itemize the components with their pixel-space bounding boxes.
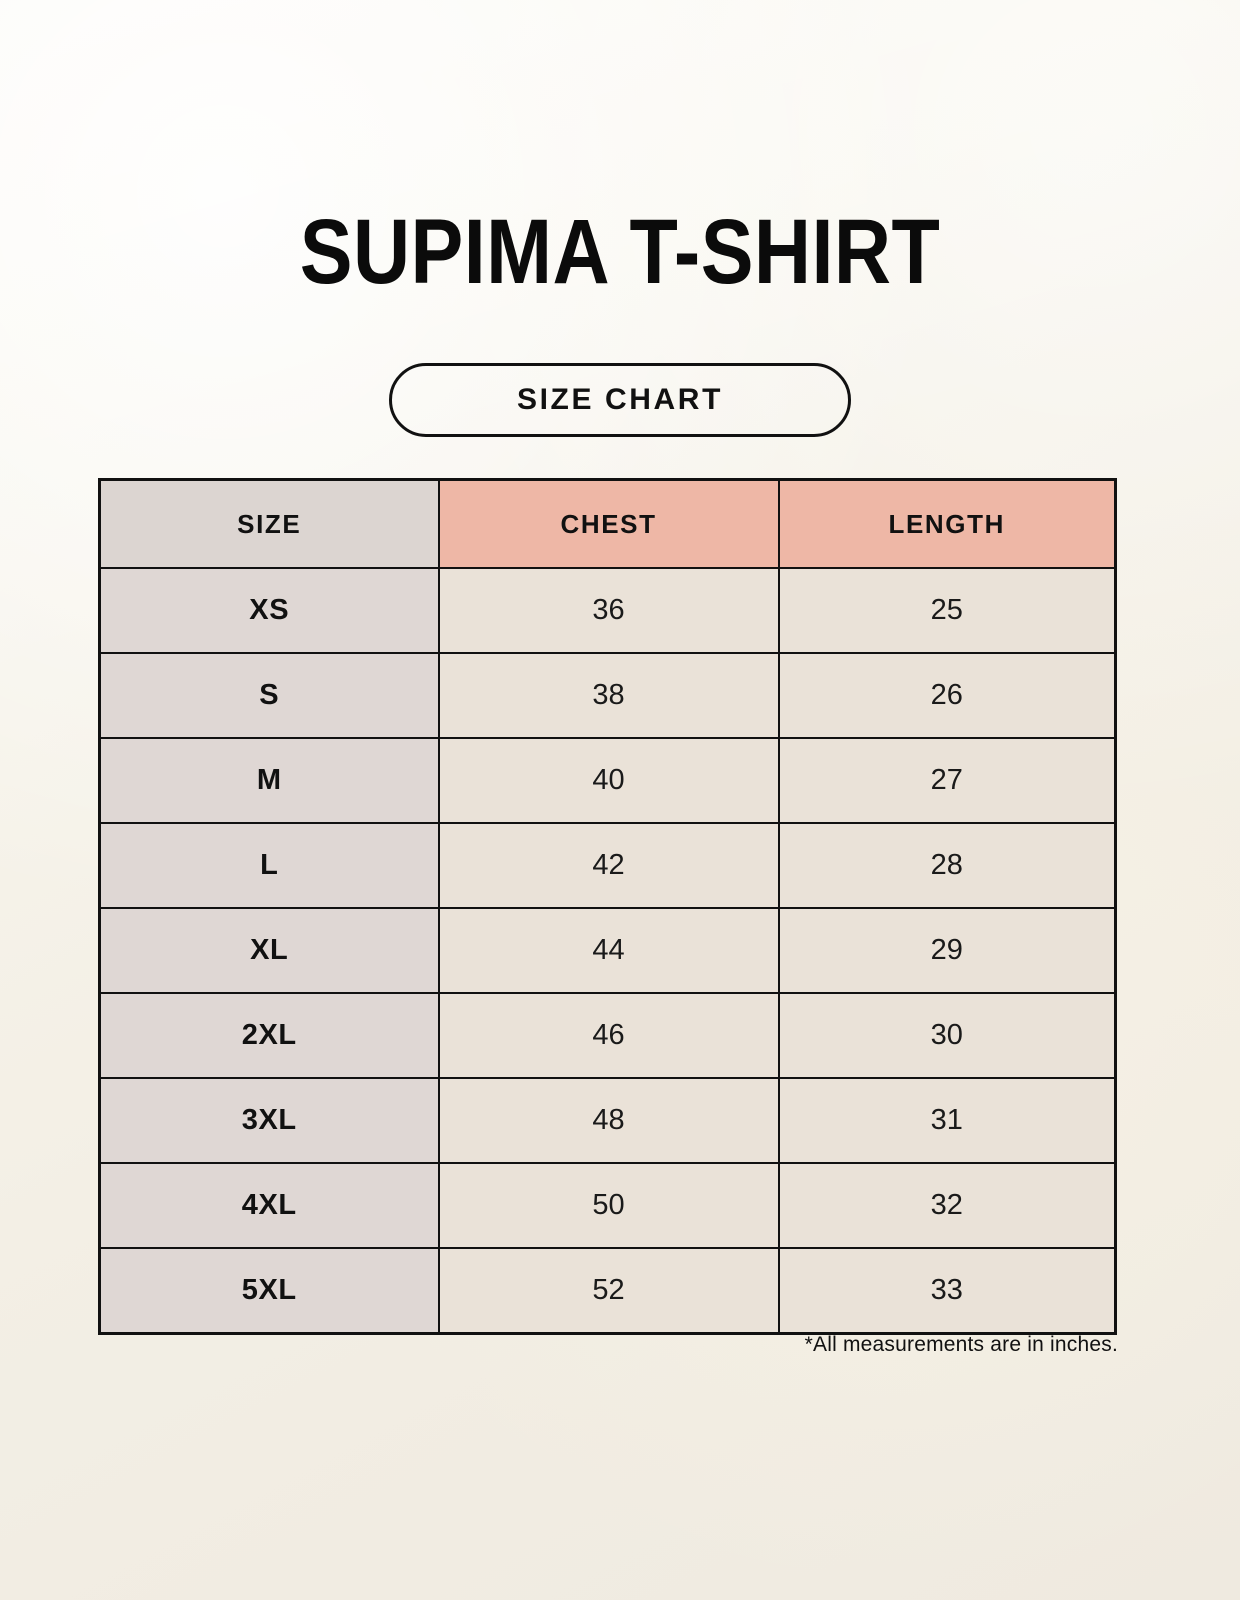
page-title: SUPIMA T-SHIRT [299, 201, 941, 303]
cell-chest: 50 [437, 1162, 780, 1249]
cell-chest: 52 [437, 1247, 780, 1334]
cell-chest: 40 [437, 737, 780, 824]
cell-chest: 36 [437, 567, 780, 654]
measurement-units-footnote: *All measurements are in inches. [804, 1333, 1118, 1356]
cell-size: 2XL [98, 992, 440, 1079]
table-row: 5XL 52 33 [98, 1247, 1117, 1334]
table-row: 2XL 46 30 [98, 992, 1117, 1079]
cell-chest: 44 [437, 907, 780, 994]
cell-chest: 42 [437, 822, 780, 909]
cell-length: 28 [777, 822, 1117, 909]
cell-chest: 46 [437, 992, 780, 1079]
cell-length: 31 [777, 1077, 1117, 1164]
column-header-length: LENGTH [777, 478, 1117, 569]
table-header-row: SIZE CHEST LENGTH [98, 478, 1117, 569]
cell-size: 5XL [98, 1247, 440, 1334]
size-chart-badge-label: SIZE CHART [517, 383, 723, 416]
table-row: 3XL 48 31 [98, 1077, 1117, 1164]
badge-container: SIZE CHART [0, 363, 1240, 437]
cell-size: 3XL [98, 1077, 440, 1164]
table-row: M 40 27 [98, 737, 1117, 824]
table-row: L 42 28 [98, 822, 1117, 909]
table-row: S 38 26 [98, 652, 1117, 739]
table-row: XS 36 25 [98, 567, 1117, 654]
table-row: 4XL 50 32 [98, 1162, 1117, 1249]
cell-length: 32 [777, 1162, 1117, 1249]
cell-length: 33 [777, 1247, 1117, 1334]
size-table-container: SIZE CHEST LENGTH XS 36 25 S 38 26 M [98, 478, 1117, 1335]
cell-size: S [98, 652, 440, 739]
column-header-chest: CHEST [437, 478, 780, 569]
size-table-head: SIZE CHEST LENGTH [98, 478, 1117, 569]
cell-length: 25 [777, 567, 1117, 654]
cell-length: 27 [777, 737, 1117, 824]
cell-size: XL [98, 907, 440, 994]
cell-size: XS [98, 567, 440, 654]
column-header-size: SIZE [98, 478, 440, 569]
cell-size: 4XL [98, 1162, 440, 1249]
cell-size: M [98, 737, 440, 824]
cell-chest: 38 [437, 652, 780, 739]
cell-size: L [98, 822, 440, 909]
cell-chest: 48 [437, 1077, 780, 1164]
cell-length: 26 [777, 652, 1117, 739]
cell-length: 29 [777, 907, 1117, 994]
table-row: XL 44 29 [98, 907, 1117, 994]
cell-length: 30 [777, 992, 1117, 1079]
size-chart-badge: SIZE CHART [389, 363, 851, 437]
size-table: SIZE CHEST LENGTH XS 36 25 S 38 26 M [98, 478, 1117, 1335]
size-table-body: XS 36 25 S 38 26 M 40 27 L 42 28 [98, 567, 1117, 1334]
